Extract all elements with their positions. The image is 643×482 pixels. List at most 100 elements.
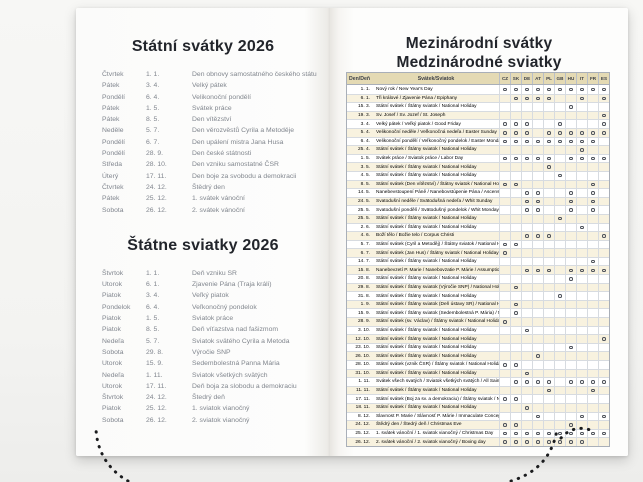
cell-country-es [598, 189, 609, 197]
holiday-mark-dot [536, 234, 540, 238]
cell-country-cz [499, 103, 510, 111]
cell-holiday-name: Svátek práce / Sviatok práce / Labor Day [376, 156, 464, 162]
cell-date: 28. 10. [355, 362, 370, 368]
holiday-mark-dot [525, 87, 529, 92]
cell-holiday-name: Státní svátek (Jan Hus) / Štátny sviatok… [376, 250, 499, 256]
cell-country-it [576, 85, 587, 94]
holiday-mark-dot [514, 431, 518, 436]
cell-country-fr [587, 438, 598, 446]
cell-country-gb [554, 154, 565, 163]
cell-country-hu [565, 257, 576, 266]
holiday-name: Den boje za svobodu a demokracii [192, 172, 297, 180]
cell-country-it [576, 206, 587, 214]
holiday-mark-dot [525, 96, 529, 101]
czech-holiday-row: Pátek 25. 12. 1. svátek vánoční [76, 193, 330, 204]
cell-date: 1. 9. [360, 302, 370, 308]
holiday-mark-dot [514, 96, 518, 101]
holiday-mark-dot [503, 423, 507, 427]
cell-date: 14. 7. [357, 259, 370, 265]
czech-holiday-row: Sobota 26. 12. 2. svátek vánoční [76, 205, 330, 216]
holiday-mark-dot [525, 431, 529, 436]
cell-country-de [521, 369, 532, 378]
cell-country-hu [565, 309, 576, 318]
holiday-weekday: Pondelok [102, 303, 131, 311]
holiday-date: 1. 11. [146, 371, 163, 379]
cell-country-fr [587, 171, 598, 180]
cell-country-hu [565, 189, 576, 197]
holiday-mark-dot [547, 440, 551, 444]
holiday-mark-dot [569, 139, 573, 144]
table-row: 25. 12. 1. svátek vánoční / 1. sviatok vi… [347, 428, 609, 438]
cell-date: 8. 12. [357, 413, 370, 419]
cell-country-pl [543, 266, 554, 275]
cell-country-at [532, 94, 543, 103]
cell-date: 31. 10. [355, 370, 370, 376]
holiday-weekday: Pátek [102, 116, 120, 124]
cell-date: 29. 8. [357, 284, 370, 290]
holiday-name: Štedrý deň [192, 394, 225, 402]
holiday-mark-dot [536, 431, 540, 436]
cell-country-pl [543, 275, 554, 283]
holiday-mark-dot [591, 259, 595, 264]
cell-holiday-name: Svatodušní neděle / Svätodušná nedeľa / … [376, 199, 493, 205]
slovak-holiday-row: Piatok 25. 12. 1. sviatok vianočný [76, 403, 330, 414]
cell-country-it [576, 128, 587, 137]
cell-country-pl [543, 395, 554, 403]
cell-country-at [532, 429, 543, 438]
czech-holiday-row: Pondělí 28. 9. Den české státnosti [76, 148, 330, 159]
cell-country-es [598, 386, 609, 395]
header-country-de: DE [521, 73, 532, 84]
cell-country-pl [543, 361, 554, 369]
holiday-name: 2. sviatok vianočný [192, 416, 250, 424]
header-country-sk: SK [510, 73, 521, 84]
cell-country-de [521, 395, 532, 403]
cell-country-fr [587, 343, 598, 352]
cell-country-it [576, 197, 587, 206]
holiday-date: 29. 8. [146, 348, 164, 356]
cell-holiday-name: Státní svátek / Štátny sviatok / Nationa… [376, 336, 477, 342]
holiday-mark-dot [591, 139, 595, 144]
cell-country-de [521, 249, 532, 257]
cell-country-cz [499, 395, 510, 403]
holiday-weekday: Pondělí [102, 93, 126, 101]
cell-country-pl [543, 369, 554, 378]
cell-country-es [598, 197, 609, 206]
cell-country-hu [565, 206, 576, 214]
holiday-mark-dot [547, 131, 551, 135]
holiday-mark-dot [547, 380, 551, 384]
cell-date: 23. 10. [355, 345, 370, 351]
cell-country-at [532, 326, 543, 335]
cell-holiday-name: Státní svátek / Štátny sviatok / Nationa… [376, 104, 477, 110]
cell-country-cz [499, 249, 510, 257]
holiday-mark-dot [602, 268, 606, 273]
cell-country-at [532, 352, 543, 360]
holiday-mark-dot [558, 431, 562, 436]
holiday-mark-dot [547, 96, 551, 101]
holiday-date: 26. 12. [146, 206, 167, 214]
cell-country-fr [587, 146, 598, 154]
table-row: 15. 8. Nanebevzetí P. Marie / Nanebovzati… [347, 265, 609, 275]
cell-country-cz [499, 318, 510, 326]
cell-country-cz [499, 214, 510, 223]
cell-holiday-name: Svatodušní pondělí / Svätodušný pondelok… [376, 207, 499, 213]
cell-country-fr [587, 369, 598, 378]
slovak-holiday-row: Utorok 17. 11. Deň boja za slobodu a demok… [76, 381, 330, 392]
cell-country-it [576, 412, 587, 421]
holiday-mark-dot [536, 96, 540, 101]
cell-date: 1. 11. [358, 379, 370, 385]
cell-country-gb [554, 206, 565, 214]
table-row: 1. 1. Nový rok / New Year's Day [347, 85, 609, 94]
holiday-date: 25. 12. [146, 405, 167, 413]
table-header-row: Den/Deň Svátek/Sviatok CZ SK DE AT PL GB HU IT F… [347, 73, 609, 85]
holiday-mark-dot [602, 131, 606, 135]
cell-country-fr [587, 429, 598, 438]
cell-country-fr [587, 223, 598, 232]
cell-country-gb [554, 197, 565, 206]
cell-country-gb [554, 369, 565, 378]
cell-country-hu [565, 421, 576, 429]
cell-holiday-name: Státní svátek / Štátny sviatok (Deň ústa… [376, 302, 499, 308]
holiday-mark-dot [580, 431, 584, 436]
cell-country-at [532, 128, 543, 137]
holiday-mark-dot [503, 397, 507, 401]
